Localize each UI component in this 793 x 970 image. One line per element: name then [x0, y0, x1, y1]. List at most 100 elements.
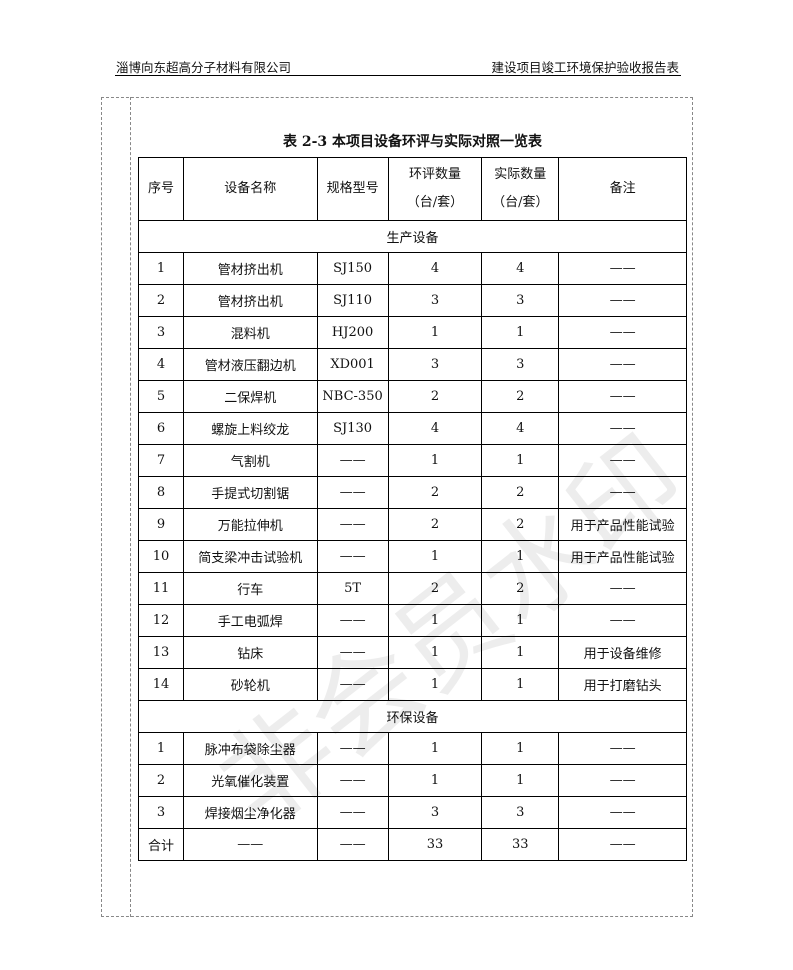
- section-row: 环保设备: [138, 700, 687, 733]
- table-cell: 手工电弧焊: [182, 604, 318, 637]
- col-header: 环评数量 （台/套）: [387, 157, 483, 221]
- col-header: 规格型号: [316, 157, 389, 221]
- table-cell: 管材挤出机: [182, 252, 318, 285]
- table-cell: ——: [558, 412, 687, 445]
- table-cell: 2: [138, 764, 184, 797]
- table-cell: ——: [316, 828, 389, 861]
- table-row: 12 手工电弧焊 —— 1 1 ——: [138, 604, 687, 637]
- table-cell: ——: [558, 796, 687, 829]
- table-cell: 3: [138, 796, 184, 829]
- table-cell: 4: [481, 412, 560, 445]
- table-cell: 混料机: [182, 316, 318, 349]
- table-cell: 简支梁冲击试验机: [182, 540, 318, 573]
- table-row: 3 混料机 HJ200 1 1 ——: [138, 316, 687, 349]
- table-cell: 2: [481, 508, 560, 541]
- table-cell: ——: [558, 764, 687, 797]
- table-cell: 2: [481, 572, 560, 605]
- table-cell: 行车: [182, 572, 318, 605]
- table-cell: ——: [558, 604, 687, 637]
- table-cell: ——: [316, 636, 389, 669]
- table-row: 9 万能拉伸机 —— 2 2 用于产品性能试验: [138, 508, 687, 541]
- table-cell: 1: [387, 604, 483, 637]
- table-cell: ——: [316, 508, 389, 541]
- table-cell: NBC-350: [316, 380, 389, 413]
- table-cell: 钻床: [182, 636, 318, 669]
- table-cell: 1: [481, 636, 560, 669]
- table-cell: 手提式切割锯: [182, 476, 318, 509]
- table-cell: SJ150: [316, 252, 389, 285]
- table-row: 7 气割机 —— 1 1 ——: [138, 444, 687, 477]
- table-cell: 7: [138, 444, 184, 477]
- col-header: 备注: [558, 157, 687, 221]
- table-cell: 3: [481, 796, 560, 829]
- table-row: 8 手提式切割锯 —— 2 2 ——: [138, 476, 687, 509]
- table-cell: 脉冲布袋除尘器: [182, 732, 318, 765]
- table-cell: 1: [387, 636, 483, 669]
- table-cell: ——: [316, 764, 389, 797]
- header-company: 淄博向东超高分子材料有限公司: [116, 60, 292, 75]
- table-row: 1 管材挤出机 SJ150 4 4 ——: [138, 252, 687, 285]
- table-cell: 14: [138, 668, 184, 701]
- table-cell: 砂轮机: [182, 668, 318, 701]
- table-cell: HJ200: [316, 316, 389, 349]
- table-cell: 管材挤出机: [182, 284, 318, 317]
- table-cell: 3: [387, 348, 483, 381]
- table-cell: ——: [558, 444, 687, 477]
- table-cell: 气割机: [182, 444, 318, 477]
- table-cell: ——: [558, 284, 687, 317]
- col-header: 序号: [138, 157, 184, 221]
- table-cell: XD001: [316, 348, 389, 381]
- table-row: 3 焊接烟尘净化器 —— 3 3 ——: [138, 796, 687, 829]
- table-cell: ——: [316, 476, 389, 509]
- table-cell: 1: [481, 668, 560, 701]
- table-title: 表 2-3 本项目设备环评与实际对照一览表: [282, 134, 543, 150]
- page-frame: [101, 97, 693, 917]
- table-cell: 10: [138, 540, 184, 573]
- table-row: 2 管材挤出机 SJ110 3 3 ——: [138, 284, 687, 317]
- table-cell: ——: [316, 444, 389, 477]
- table-cell: 1: [481, 540, 560, 573]
- section-label: 生产设备: [138, 220, 687, 253]
- table-cell: 1: [481, 316, 560, 349]
- table-cell: 1: [387, 732, 483, 765]
- section-row: 生产设备: [138, 220, 687, 253]
- col-header: 实际数量 （台/套）: [481, 157, 560, 221]
- table-cell: 1: [387, 444, 483, 477]
- table-cell: 1: [138, 252, 184, 285]
- table-cell: 用于产品性能试验: [558, 540, 687, 573]
- table-cell: 3: [481, 348, 560, 381]
- table-cell: ——: [558, 732, 687, 765]
- table-cell: ——: [558, 476, 687, 509]
- table-cell: 12: [138, 604, 184, 637]
- table-cell: ——: [316, 604, 389, 637]
- equipment-table: 序号 设备名称 规格型号 环评数量 （台/套） 实际数量 （台/套） 备注 生产设备…: [138, 157, 687, 861]
- table-cell: 4: [481, 252, 560, 285]
- table-cell: 2: [387, 380, 483, 413]
- table-cell: 33: [387, 828, 483, 861]
- table-cell: 4: [138, 348, 184, 381]
- table-cell: 3: [481, 284, 560, 317]
- table-cell: 4: [387, 252, 483, 285]
- table-header-row: 序号 设备名称 规格型号 环评数量 （台/套） 实际数量 （台/套） 备注: [138, 157, 687, 221]
- table-cell: 3: [387, 796, 483, 829]
- table-row: 11 行车 5T 2 2 ——: [138, 572, 687, 605]
- table-cell: 1: [387, 316, 483, 349]
- table-cell: 1: [481, 732, 560, 765]
- table-cell: ——: [316, 668, 389, 701]
- table-cell: 用于设备维修: [558, 636, 687, 669]
- table-cell: 光氧催化装置: [182, 764, 318, 797]
- table-row: 14 砂轮机 —— 1 1 用于打磨钻头: [138, 668, 687, 701]
- table-cell: 3: [387, 284, 483, 317]
- table-row: 5 二保焊机 NBC-350 2 2 ——: [138, 380, 687, 413]
- table-cell: 8: [138, 476, 184, 509]
- section-label: 环保设备: [138, 700, 687, 733]
- table-cell: 1: [481, 604, 560, 637]
- table-row: 1 脉冲布袋除尘器 —— 1 1 ——: [138, 732, 687, 765]
- table-cell: ——: [558, 316, 687, 349]
- table-cell: 9: [138, 508, 184, 541]
- table-row: 10 简支梁冲击试验机 —— 1 1 用于产品性能试验: [138, 540, 687, 573]
- table-row: 2 光氧催化装置 —— 1 1 ——: [138, 764, 687, 797]
- table-cell: 二保焊机: [182, 380, 318, 413]
- table-cell: 1: [481, 764, 560, 797]
